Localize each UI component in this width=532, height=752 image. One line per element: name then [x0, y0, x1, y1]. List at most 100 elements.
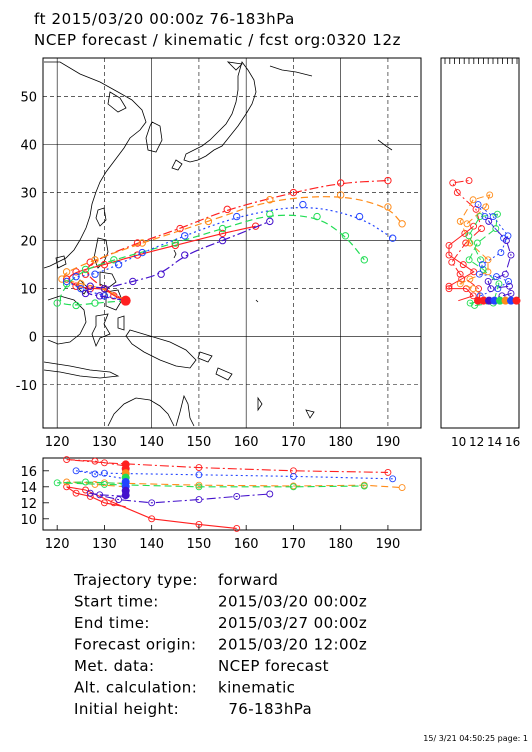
trajectory-point	[72, 272, 80, 281]
trajectory-point	[81, 270, 90, 278]
side-point	[476, 213, 484, 221]
height-point	[82, 478, 89, 486]
side-point	[479, 265, 487, 273]
side-point	[466, 239, 474, 247]
trajectory-point	[110, 256, 118, 264]
coast-china-north	[43, 61, 147, 269]
footer-stamp: 15/ 3/21 04:50:25 page: 1	[423, 734, 528, 743]
coast-new-guinea	[125, 329, 197, 369]
trajectory-point	[100, 284, 109, 293]
coast-visayas	[99, 271, 117, 289]
height-x-label: 150	[187, 537, 212, 552]
coast-aleutian	[269, 65, 313, 77]
side-trajectories	[445, 177, 521, 309]
lat-tick-label: 30	[20, 187, 37, 202]
side-top-ticks	[444, 58, 518, 64]
info-block: Trajectory type: forward Start time: 2015/0…	[73, 571, 367, 718]
trajectory-point	[360, 256, 368, 264]
side-point	[481, 213, 489, 221]
lon-tick-label: 160	[234, 435, 259, 450]
lat-tick-label: -10	[16, 379, 37, 394]
trajectory-point	[133, 239, 142, 247]
height-point	[100, 499, 108, 507]
side-point	[459, 261, 467, 269]
height-trajectories	[53, 456, 406, 532]
height-point	[195, 464, 203, 472]
coast-vanuatu	[257, 396, 263, 412]
trajectory-point	[341, 232, 350, 240]
side-point	[485, 217, 493, 225]
height-point	[53, 479, 61, 487]
side-origin-marker	[512, 296, 521, 305]
height-point	[72, 489, 80, 497]
trajectory-point	[77, 284, 85, 293]
trajectory-point	[398, 220, 406, 228]
coast-borneo	[47, 295, 87, 345]
trajectory-point	[129, 277, 137, 286]
trajectory-point	[181, 232, 189, 240]
side-point	[462, 239, 470, 247]
height-origin-marker	[121, 491, 130, 500]
coast-hawaii	[377, 139, 393, 151]
side-point	[448, 258, 456, 266]
height-y-label: 10	[20, 513, 37, 528]
side-tick-label: 16	[505, 435, 520, 449]
side-line-blue	[477, 204, 510, 301]
side-point	[445, 241, 453, 249]
height-point	[289, 483, 297, 491]
side-point	[469, 292, 477, 300]
side-point	[473, 239, 481, 247]
side-origin-marker	[490, 296, 499, 305]
height-point	[91, 470, 99, 478]
side-point	[501, 270, 509, 278]
lon-tick-label: 140	[139, 435, 164, 450]
map-lat-labels: 50 40 30 20 10 0 -10	[16, 90, 37, 393]
height-point	[82, 486, 89, 494]
side-point	[453, 189, 461, 196]
height-point	[233, 492, 241, 500]
lon-tick-label: 180	[328, 435, 353, 450]
map-lon-labels: 120 130 140 150 160 170 180 190	[45, 435, 401, 450]
side-point	[470, 268, 478, 276]
side-tick-label: 12	[469, 435, 484, 449]
coast-australia	[107, 397, 175, 427]
trajectory-point	[81, 289, 90, 298]
map-gridlines	[43, 58, 421, 428]
side-origin-marker	[507, 296, 515, 305]
height-frame	[42, 457, 422, 531]
height-x-label: 160	[234, 537, 259, 552]
map-trajectories	[53, 176, 406, 310]
side-point	[465, 256, 473, 264]
side-point	[477, 256, 484, 264]
trajectory-line-blue	[68, 207, 394, 302]
info-value: 76-183hPa	[218, 700, 312, 718]
trajectory-point	[96, 292, 104, 300]
trajectory-point	[384, 176, 392, 185]
info-label: Alt. calculation:	[74, 679, 197, 697]
side-point	[494, 285, 502, 293]
coastlines	[43, 61, 393, 427]
coast-mindanao	[105, 289, 123, 311]
trajectory-point	[62, 280, 71, 288]
info-label: Met. data:	[74, 657, 154, 675]
side-point	[502, 237, 510, 245]
info-value: NCEP forecast	[218, 657, 329, 675]
height-y-label: 16	[20, 465, 37, 480]
info-value: 2015/03/20 00:00z	[218, 593, 367, 611]
height-point	[398, 484, 406, 492]
map-frame	[42, 57, 422, 429]
height-point	[100, 459, 108, 467]
trajectory-point	[62, 275, 71, 283]
trajectory-point	[233, 212, 241, 221]
side-point	[484, 256, 492, 264]
height-point	[86, 489, 94, 497]
height-line-purple	[90, 492, 270, 504]
trajectory-point	[355, 212, 364, 221]
height-x-label: 170	[281, 537, 306, 552]
side-tick-labels: 10 12 14 16	[451, 435, 520, 449]
lon-tick-label: 120	[45, 435, 70, 450]
trajectory-point	[218, 229, 227, 238]
height-point	[115, 496, 123, 504]
coast-kyushu	[171, 159, 183, 171]
